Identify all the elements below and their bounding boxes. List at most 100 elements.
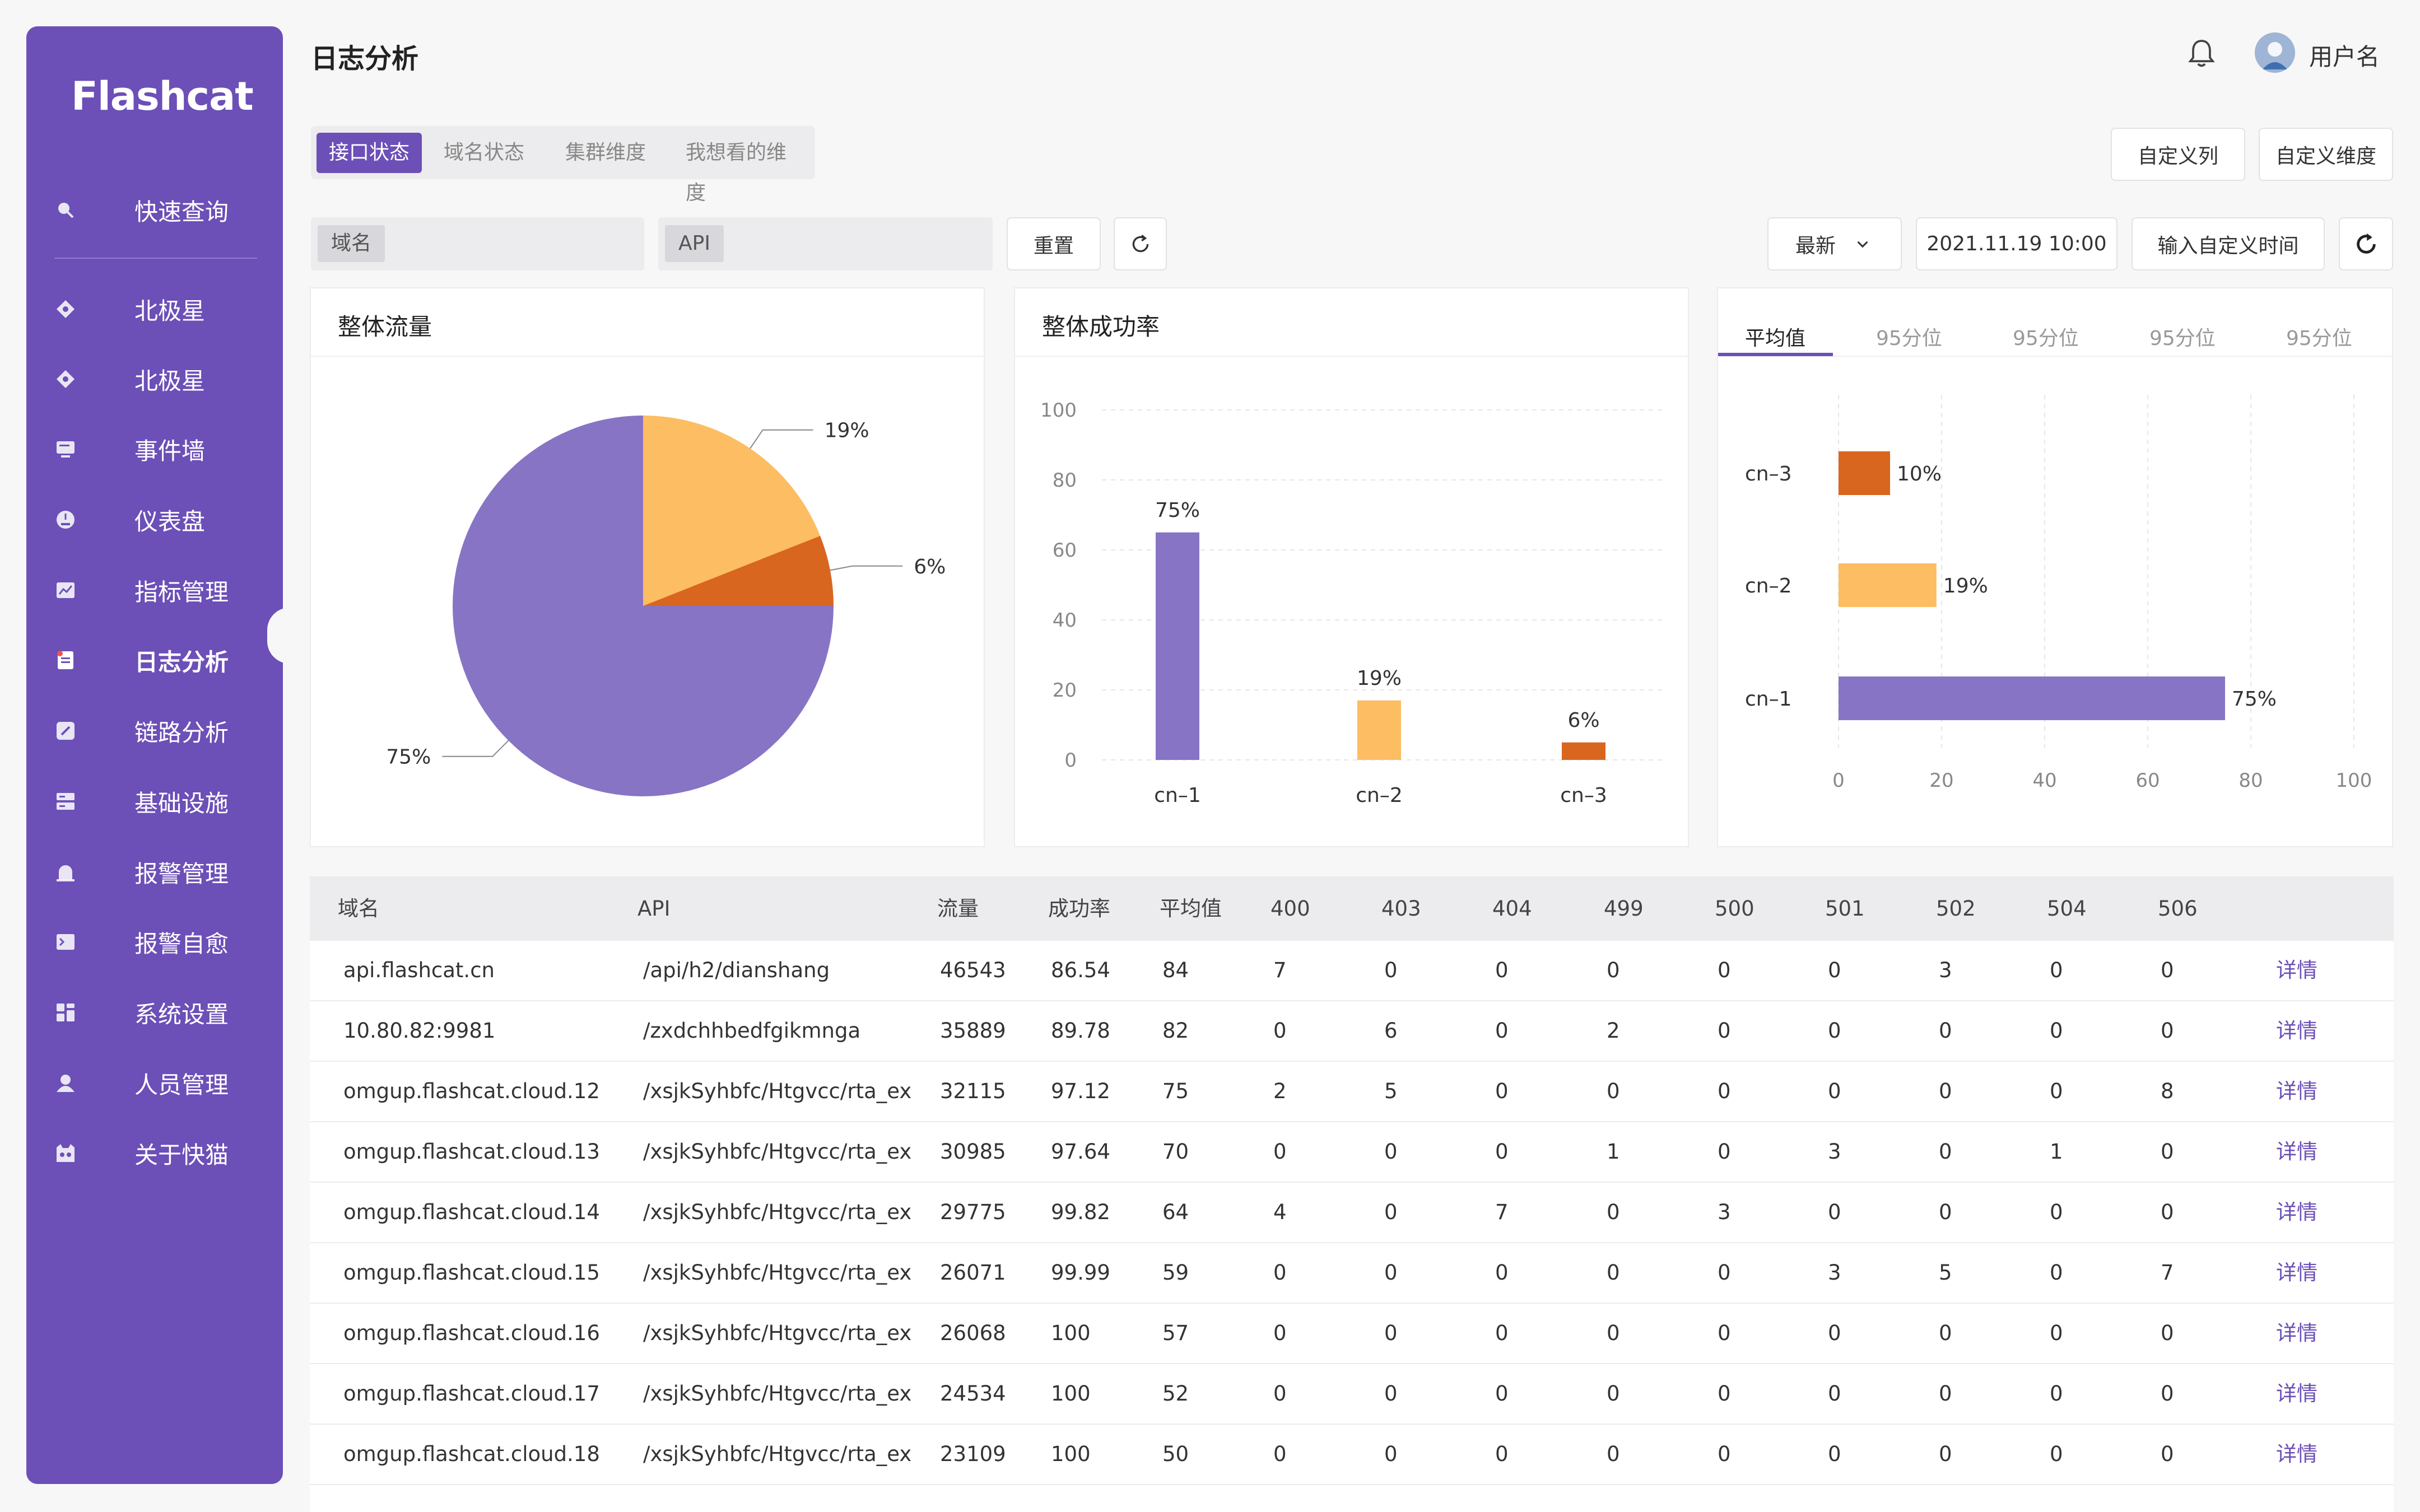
domain-filter-input[interactable]: 域名 — [311, 217, 644, 270]
datetime-display[interactable]: 2021.11.19 10:00 — [1916, 217, 2118, 270]
stat-tab-4[interactable]: 95分位 — [2149, 327, 2216, 350]
sidebar-item-6[interactable]: 指标管理 — [26, 559, 283, 621]
username[interactable]: 用户名 — [2309, 43, 2380, 71]
tab-my-dimension[interactable]: 我想看的维度 — [686, 141, 787, 204]
table-cell: 100 — [1051, 1382, 1091, 1406]
detail-link[interactable]: 详情 — [2276, 1019, 2317, 1043]
bar-data-label: 6% — [1567, 709, 1599, 732]
column-header[interactable]: 501 — [1825, 897, 1865, 921]
tab-interface-status[interactable]: 接口状态 — [317, 133, 422, 173]
table-cell: 1 — [1607, 1140, 1620, 1164]
api-filter-input[interactable]: API — [658, 217, 993, 270]
table-row[interactable]: omgup.flashcat.cloud.16/xsjkSyhbfc/Htgvc… — [310, 1304, 2394, 1364]
bell-icon[interactable] — [2188, 38, 2216, 69]
detail-link[interactable]: 详情 — [2276, 1079, 2317, 1103]
table-cell: 75 — [1162, 1079, 1189, 1103]
table-row[interactable]: omgup.flashcat.cloud.15/xsjkSyhbfc/Htgvc… — [310, 1243, 2394, 1304]
sidebar-active-notch — [267, 608, 290, 664]
avatar[interactable] — [2255, 32, 2295, 73]
column-header[interactable]: 流量 — [937, 897, 979, 921]
column-header[interactable]: 403 — [1381, 897, 1421, 921]
table-cell: 52 — [1162, 1382, 1189, 1406]
column-header[interactable]: 平均值 — [1160, 897, 1222, 921]
table-row[interactable]: omgup.flashcat.cloud.14/xsjkSyhbfc/Htgvc… — [310, 1183, 2394, 1243]
table-cell: 0 — [2050, 1442, 2063, 1466]
brand-logo[interactable]: Flashcat — [66, 66, 254, 127]
column-header[interactable]: 域名 — [338, 897, 379, 921]
table-cell: 0 — [1718, 1261, 1731, 1285]
sidebar-item-11[interactable]: 报警自愈 — [26, 911, 283, 973]
table-cell: 3 — [1828, 1140, 1841, 1164]
sidebar-item-12[interactable]: 系统设置 — [26, 982, 283, 1043]
sidebar-item-4[interactable]: 事件墙 — [26, 418, 283, 480]
table-cell: 4 — [1273, 1200, 1287, 1224]
sidebar-item-2[interactable]: 北极星 — [26, 278, 283, 340]
detail-link[interactable]: 详情 — [2276, 1261, 2317, 1285]
table-row[interactable]: omgup.flashcat.cloud.18/xsjkSyhbfc/Htgvc… — [310, 1425, 2394, 1485]
table-cell: 70 — [1162, 1140, 1189, 1164]
table-cell: 0 — [2161, 1442, 2174, 1466]
custom-dimension-button[interactable]: 自定义维度 — [2259, 128, 2393, 181]
sidebar-item-10[interactable]: 报警管理 — [26, 841, 283, 903]
table-row[interactable]: omgup.flashcat.cloud.12/xsjkSyhbfc/Htgvc… — [310, 1062, 2394, 1122]
column-header[interactable]: 成功率 — [1048, 897, 1110, 921]
sidebar-item-5[interactable]: 仪表盘 — [26, 489, 283, 550]
detail-link[interactable]: 详情 — [2276, 1382, 2317, 1406]
table-cell: omgup.flashcat.cloud.14 — [343, 1200, 600, 1224]
detail-link[interactable]: 详情 — [2276, 1442, 2317, 1466]
detail-link[interactable]: 详情 — [2276, 1321, 2317, 1345]
table-cell: 0 — [1495, 1321, 1509, 1345]
stat-tab-1[interactable]: 平均值 — [1745, 327, 1806, 350]
table-cell: 32115 — [940, 1079, 1006, 1103]
detail-link[interactable]: 详情 — [2276, 1140, 2317, 1164]
sidebar-item-3[interactable]: 北极星 — [26, 348, 283, 410]
column-header[interactable]: 506 — [2158, 897, 2198, 921]
sidebar-item-1[interactable]: 快速查询 — [26, 179, 283, 241]
sidebar-item-7[interactable]: 日志分析 — [26, 629, 283, 691]
sidebar-item-9[interactable]: 基础设施 — [26, 771, 283, 832]
column-header[interactable]: 502 — [1936, 897, 1976, 921]
table-row[interactable]: omgup.flashcat.cloud.13/xsjkSyhbfc/Htgvc… — [310, 1122, 2394, 1183]
sidebar-item-label: 人员管理 — [134, 1071, 229, 1099]
column-header[interactable]: 400 — [1270, 897, 1310, 921]
stat-tab-3[interactable]: 95分位 — [2013, 327, 2079, 350]
table-row[interactable]: omgup.flashcat.cloud.17/xsjkSyhbfc/Htgvc… — [310, 1364, 2394, 1425]
detail-link[interactable]: 详情 — [2276, 1200, 2317, 1224]
y-tick-label: 40 — [1053, 609, 1077, 632]
x-tick-label: 100 — [2336, 769, 2372, 792]
table-cell: 0 — [1939, 1321, 1952, 1345]
refresh-filter-button[interactable] — [1114, 217, 1167, 270]
y-tick-label: 20 — [1053, 679, 1077, 702]
reset-button[interactable]: 重置 — [1007, 217, 1101, 270]
time-range-select[interactable]: 最新 — [1767, 217, 1902, 270]
custom-time-button[interactable]: 输入自定义时间 — [2132, 217, 2325, 270]
table-cell: api.flashcat.cn — [343, 958, 495, 982]
table-cell: 10.80.82:9981 — [343, 1019, 496, 1043]
server-icon — [54, 790, 77, 813]
stat-tab-2[interactable]: 95分位 — [1876, 327, 1942, 350]
sidebar-item-14[interactable]: 关于快猫 — [26, 1122, 283, 1184]
tab-cluster-dimension[interactable]: 集群维度 — [565, 141, 646, 164]
column-header[interactable]: 500 — [1715, 897, 1755, 921]
sidebar-item-label: 快速查询 — [134, 198, 229, 226]
active-stat-tab-underline — [1718, 353, 1833, 356]
column-header[interactable]: 504 — [2047, 897, 2087, 921]
pie-slice — [643, 416, 821, 606]
detail-link[interactable]: 详情 — [2276, 958, 2317, 982]
table-cell: 0 — [1828, 1382, 1841, 1406]
x-category-label: cn–2 — [1356, 784, 1403, 807]
column-header[interactable]: API — [637, 897, 671, 921]
bar-data-label: 19% — [1943, 575, 1988, 598]
stat-tab-5[interactable]: 95分位 — [2286, 327, 2352, 350]
column-header[interactable]: 499 — [1604, 897, 1644, 921]
reload-button[interactable] — [2339, 217, 2393, 270]
custom-columns-button[interactable]: 自定义列 — [2111, 128, 2245, 181]
table-row[interactable]: 10.80.82:9981/zxdchhbedfgikmnga 35889 89.7… — [310, 1001, 2394, 1062]
column-header[interactable]: 404 — [1492, 897, 1532, 921]
user-icon — [54, 1072, 77, 1094]
sidebar-item-label: 事件墙 — [134, 437, 206, 465]
tab-domain-status[interactable]: 域名状态 — [444, 141, 525, 164]
sidebar-item-13[interactable]: 人员管理 — [26, 1052, 283, 1114]
table-row[interactable]: api.flashcat.cn/api/h2/dianshang 46543 86.… — [310, 941, 2394, 1001]
sidebar-item-8[interactable]: 链路分析 — [26, 700, 283, 762]
